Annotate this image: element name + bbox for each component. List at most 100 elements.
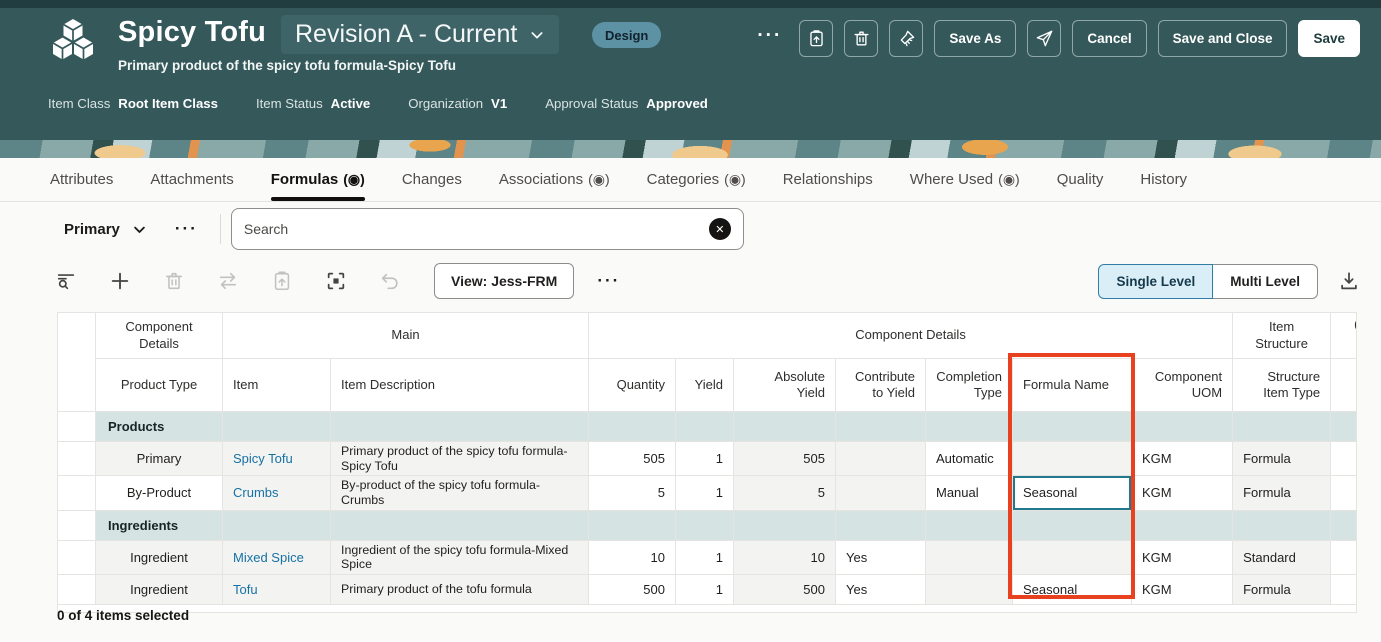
row-selector-cell[interactable] — [57, 411, 96, 442]
highlight-changes-button[interactable] — [889, 20, 924, 57]
cell-quantity[interactable]: 500 — [588, 573, 676, 605]
move-rows-icon[interactable] — [217, 270, 239, 292]
cell-yield[interactable]: 1 — [675, 440, 734, 477]
undo-icon[interactable] — [379, 270, 401, 292]
single-level-toggle[interactable]: Single Level — [1098, 263, 1214, 299]
multi-level-toggle[interactable]: Multi Level — [1213, 263, 1318, 299]
app-header: Spicy Tofu Revision A - Current Design P… — [0, 0, 1381, 140]
clear-search-button[interactable]: ✕ — [708, 218, 731, 240]
cancel-button[interactable]: Cancel — [1072, 20, 1147, 57]
paste-icon[interactable] — [271, 270, 293, 292]
level-toggle-group: Single Level Multi Level — [1098, 263, 1360, 299]
table-row-primary: Primary Spicy Tofu Primary product of th… — [57, 440, 1358, 477]
cell-structure-item-type: Formula — [1232, 573, 1332, 605]
tab-quality[interactable]: Quality — [1056, 171, 1104, 188]
formula-scope-selector[interactable]: Primary — [64, 221, 147, 238]
item-link[interactable]: Crumbs — [233, 485, 279, 501]
tab-history[interactable]: History — [1140, 171, 1188, 188]
header-overflow-button[interactable]: ··· — [757, 25, 783, 46]
header-actions: ··· Save As Cancel Save and Close Save — [757, 20, 1360, 57]
table-toolbar-overflow-button[interactable]: ··· — [597, 271, 621, 290]
revision-selector[interactable]: Revision A - Current — [281, 15, 560, 54]
tab-attributes[interactable]: Attributes — [50, 171, 114, 188]
decorative-banner — [0, 140, 1381, 158]
cell-item: Mixed Spice — [222, 539, 331, 575]
view-selector-button[interactable]: View: Jess-FRM — [434, 263, 575, 299]
save-and-close-button[interactable]: Save and Close — [1157, 20, 1288, 57]
group-row-ingredients: Ingredients — [57, 509, 1358, 541]
meta-organization: Organization V1 — [408, 96, 508, 111]
cell-yield[interactable]: 1 — [675, 475, 734, 511]
col-formula-name: Formula Name — [1012, 358, 1132, 412]
cell-absolute-yield: 500 — [733, 573, 836, 605]
query-by-example-icon[interactable] — [55, 270, 77, 292]
tab-changed-indicator-icon: (◉) — [998, 171, 1020, 187]
item-link[interactable]: Spicy Tofu — [233, 451, 293, 467]
divider — [219, 214, 221, 244]
group-label: Ingredients — [95, 509, 223, 541]
share-button[interactable] — [1027, 20, 1062, 57]
search-box: ✕ — [230, 208, 744, 250]
page-subtitle: Primary product of the spicy tofu formul… — [118, 58, 457, 73]
scope-overflow-button[interactable]: ··· — [174, 219, 198, 238]
cell-completion-type[interactable]: Manual — [925, 475, 1013, 511]
cell-structure-item-type: Formula — [1232, 440, 1332, 477]
cell-quantity[interactable]: 10 — [588, 539, 676, 575]
cell-product-type: Ingredient — [95, 573, 223, 605]
row-selector-cell[interactable] — [57, 475, 96, 511]
table-row-mixed-spice: Ingredient Mixed Spice Ingredient of the… — [57, 539, 1358, 575]
item-meta-row: Item Class Root Item Class Item Status A… — [48, 96, 708, 111]
row-selector-cell[interactable] — [57, 509, 96, 541]
cell-item: Spicy Tofu — [222, 440, 331, 477]
row-selector-cell[interactable] — [57, 440, 96, 477]
cell-quantity[interactable]: 505 — [588, 440, 676, 477]
item-link[interactable]: Mixed Spice — [233, 549, 304, 565]
download-icon[interactable] — [1338, 270, 1360, 292]
tab-relationships[interactable]: Relationships — [782, 171, 873, 188]
search-input[interactable] — [243, 221, 709, 237]
cell-component-uom[interactable]: KGM — [1130, 475, 1234, 511]
torch-icon — [900, 30, 915, 47]
cell-formula-name — [1012, 440, 1132, 477]
cell-component-uom[interactable]: KGM — [1130, 440, 1234, 477]
cell-quantity[interactable]: 5 — [588, 475, 676, 511]
col-contribute-to-yield: Contribute to Yield — [835, 358, 926, 412]
save-as-button[interactable]: Save As — [934, 20, 1017, 57]
cell-structure-item-type: Standard — [1232, 539, 1332, 575]
tab-associations[interactable]: Associations (◉) — [498, 171, 610, 188]
delete-item-button[interactable] — [844, 20, 879, 57]
row-selector-cell[interactable] — [57, 573, 96, 605]
tab-formulas[interactable]: Formulas (◉) — [270, 158, 365, 201]
meta-item-status: Item Status Active — [255, 96, 371, 111]
cell-completion-type — [925, 539, 1013, 575]
group-header-component-details: Component Details — [95, 312, 223, 359]
copy-item-button[interactable] — [799, 20, 834, 57]
tab-attachments[interactable]: Attachments — [150, 171, 234, 188]
item-link[interactable]: Tofu — [233, 581, 258, 597]
detach-table-icon[interactable] — [325, 270, 347, 292]
cell-yield[interactable]: 1 — [675, 573, 734, 605]
cell-product-type[interactable]: By-Product — [95, 475, 223, 511]
add-row-icon[interactable] — [109, 270, 131, 292]
cell-contribute-to-yield[interactable]: Yes — [835, 539, 926, 575]
cell-component-uom[interactable]: KGM — [1130, 539, 1234, 575]
cell-completion-type[interactable]: Automatic — [925, 440, 1013, 477]
cell-absolute-yield: 5 — [733, 475, 836, 511]
cell-formula-name[interactable]: Seasonal — [1012, 573, 1132, 605]
cell-yield[interactable]: 1 — [675, 539, 734, 575]
tab-categories[interactable]: Categories (◉) — [646, 171, 746, 188]
tab-where-used[interactable]: Where Used (◉) — [909, 171, 1020, 188]
col-quantity: Quantity — [588, 358, 676, 412]
cell-formula-name-focused[interactable]: Seasonal — [1012, 475, 1132, 511]
row-selector-cell[interactable] — [57, 539, 96, 575]
cell-structure-item-type: Formula — [1232, 475, 1332, 511]
cell-contribute-to-yield[interactable]: Yes — [835, 573, 926, 605]
cell-formula-name — [1012, 539, 1132, 575]
cell-item-description: Primary product of the spicy tofu formul… — [330, 440, 589, 477]
delete-row-icon[interactable] — [163, 270, 185, 292]
cell-component-uom[interactable]: KGM — [1130, 573, 1234, 605]
page-title: Spicy Tofu — [118, 16, 267, 48]
save-button[interactable]: Save — [1298, 20, 1360, 57]
x-icon: ✕ — [715, 223, 725, 236]
tab-changes[interactable]: Changes — [401, 171, 462, 188]
